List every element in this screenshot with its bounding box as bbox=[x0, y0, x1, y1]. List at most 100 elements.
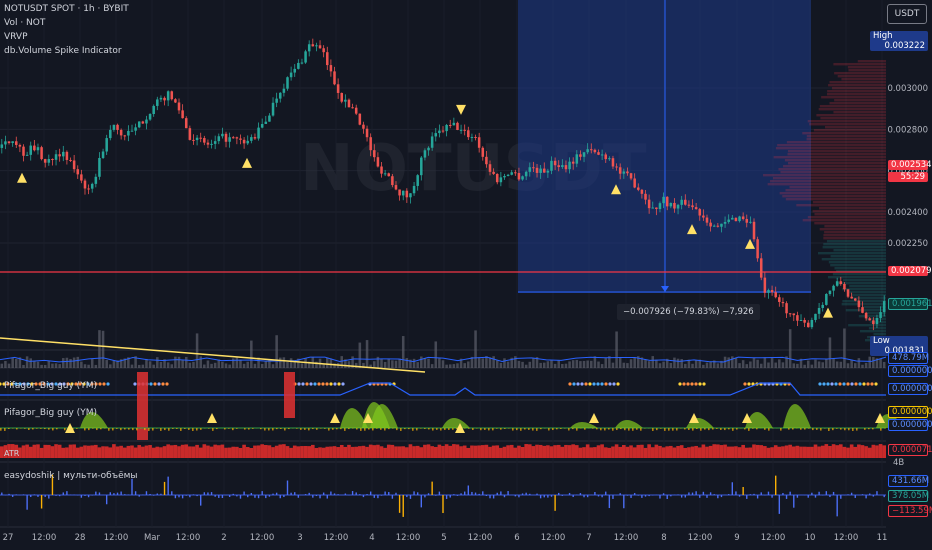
multi-volume-bar bbox=[670, 495, 672, 497]
vrvp-bar bbox=[865, 312, 886, 315]
pifagor-dot bbox=[329, 382, 333, 386]
atr-bar bbox=[596, 445, 601, 458]
pif1-value-label: 0.000000 bbox=[888, 383, 932, 395]
multi-volume-bar bbox=[489, 495, 491, 499]
vrvp-bar bbox=[812, 201, 886, 204]
pifagor2-tick bbox=[716, 428, 718, 429]
atr-bar bbox=[817, 446, 821, 458]
multi-volume-bar bbox=[308, 492, 310, 495]
volume-bar bbox=[618, 357, 622, 368]
atr-bar bbox=[433, 446, 438, 458]
indicator-legend-spike[interactable]: db.Volume Spike Indicator bbox=[4, 46, 122, 56]
multi-volume-bar bbox=[189, 495, 191, 498]
candle-body bbox=[87, 188, 90, 190]
multi-volume-bar bbox=[543, 495, 545, 498]
atr-bar bbox=[75, 447, 80, 458]
atr-bar bbox=[802, 446, 807, 458]
volume-bar bbox=[373, 361, 376, 368]
multi-volume-bar bbox=[355, 492, 357, 495]
volume-bar bbox=[647, 361, 651, 368]
pifagor2-tick bbox=[428, 428, 430, 430]
volume-bar bbox=[593, 356, 597, 368]
pifagor-legend-2[interactable]: Pifagor_Big guy (YM) bbox=[4, 408, 97, 418]
volume-bar bbox=[409, 359, 412, 368]
volume-bar bbox=[293, 360, 296, 368]
volume-bar bbox=[514, 356, 517, 368]
symbol-legend[interactable]: NOTUSDT SPOT · 1h · BYBIT bbox=[4, 4, 129, 14]
atr-bar bbox=[759, 445, 764, 458]
candle-body bbox=[875, 317, 879, 325]
pifagor-dot bbox=[600, 382, 604, 386]
atr-bar bbox=[202, 444, 207, 458]
multi-volume-legend[interactable]: easydoshik | мульти-объёмы bbox=[4, 471, 138, 481]
pifagor-legend-1[interactable]: Pifagor_Big guy (YM) bbox=[4, 381, 97, 391]
pifagor2-tick bbox=[304, 428, 306, 430]
pifagor2-tick bbox=[396, 428, 398, 431]
multi-volume-bar bbox=[156, 493, 159, 495]
atr-bar bbox=[716, 444, 720, 458]
multi-volume-bar bbox=[684, 495, 686, 498]
candle-body bbox=[365, 128, 369, 138]
candle-body bbox=[727, 219, 730, 222]
multi-volume-bar bbox=[811, 492, 813, 495]
pifagor-dot bbox=[301, 382, 305, 386]
candle-body bbox=[561, 165, 564, 168]
pifagor2-tick bbox=[696, 428, 698, 430]
price-scale[interactable]: 0.003000 0.002800 0.002600 0.002400 0.002250 bbox=[887, 84, 928, 249]
multi-volume-bar bbox=[250, 492, 253, 495]
pifagor2-tick bbox=[792, 428, 794, 430]
vrvp-bar bbox=[787, 153, 886, 156]
pifagor2-tick bbox=[444, 428, 446, 430]
multi-volume-bar bbox=[648, 495, 650, 497]
atr-bar bbox=[329, 446, 333, 458]
volume-bar bbox=[340, 356, 344, 368]
atr-bar bbox=[332, 446, 337, 458]
volume-bar bbox=[369, 364, 372, 368]
pifagor-dot bbox=[588, 382, 592, 386]
pifagor2-tick bbox=[780, 428, 782, 431]
volume-bar bbox=[423, 358, 427, 368]
pifagor2-tick bbox=[592, 428, 594, 429]
atr-bar bbox=[574, 445, 579, 458]
candle-body bbox=[716, 225, 720, 227]
multi-volume-bar bbox=[579, 493, 582, 495]
pifagor2-spike bbox=[570, 422, 598, 428]
atr-bar bbox=[661, 447, 666, 458]
candle-body bbox=[391, 176, 394, 186]
volume-bar bbox=[474, 330, 477, 368]
indicator-legend-volume[interactable]: Vol · NOT bbox=[4, 18, 46, 28]
atr-bar bbox=[47, 444, 51, 458]
atr-bar bbox=[224, 447, 228, 458]
pif2-value2-label: 0.000000 bbox=[888, 419, 932, 431]
pifagor2-tick bbox=[340, 428, 342, 430]
volume-bar bbox=[322, 364, 325, 368]
pifagor2-tick bbox=[172, 428, 174, 429]
volume-bar bbox=[98, 330, 101, 368]
pifagor2-triangle bbox=[455, 423, 465, 433]
candle-body bbox=[423, 150, 427, 158]
candle-body bbox=[358, 113, 362, 125]
candle-body bbox=[832, 285, 835, 291]
atr-bar bbox=[477, 445, 481, 458]
atr-bar bbox=[408, 444, 413, 458]
indicator-legend-vrvp[interactable]: VRVP bbox=[4, 32, 28, 42]
multi-volume-bar bbox=[113, 493, 115, 495]
candle-body bbox=[36, 147, 40, 151]
atr-legend[interactable]: ATR bbox=[4, 449, 20, 458]
volume-bar bbox=[705, 362, 709, 368]
vrvp-bar bbox=[819, 207, 886, 210]
volume-bar bbox=[239, 359, 242, 368]
multi-volume-bar bbox=[359, 494, 361, 495]
candle-body bbox=[615, 166, 618, 168]
volume-bar bbox=[221, 361, 224, 368]
time-tick-label: 2 bbox=[221, 533, 227, 543]
atr-bar bbox=[549, 446, 554, 458]
currency-button[interactable]: USDT bbox=[887, 4, 927, 24]
pifagor-dot bbox=[90, 382, 94, 386]
multi-volume-bar bbox=[717, 495, 719, 499]
atr-bar bbox=[473, 445, 478, 458]
atr-bar bbox=[292, 445, 297, 458]
candle-body bbox=[749, 221, 752, 223]
pifagor2-tick bbox=[712, 428, 714, 430]
